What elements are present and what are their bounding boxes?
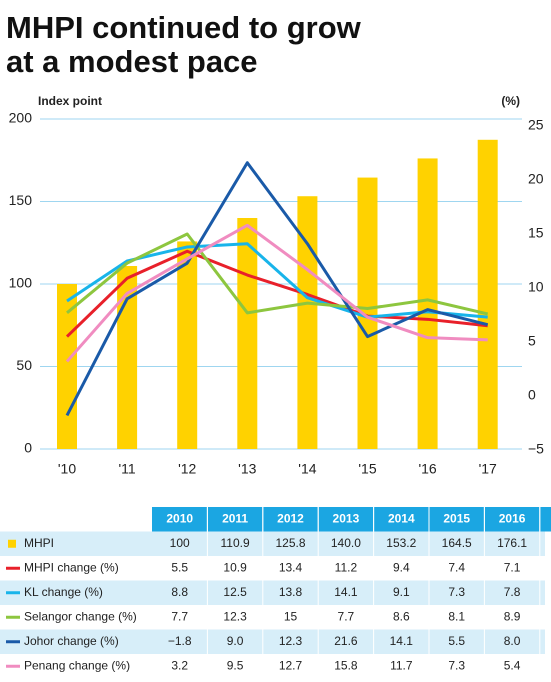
chart-title: MHPI continued to grow xyxy=(6,10,362,45)
table-header: 2015 xyxy=(443,511,470,525)
table-cell: 7.1 xyxy=(504,560,521,574)
table-cell: 110.9 xyxy=(221,536,250,550)
table-cell: 14.1 xyxy=(334,585,358,599)
x-tick-label: '16 xyxy=(418,461,436,477)
table-cell: 8.1 xyxy=(448,609,465,623)
y2-tick-label: 5 xyxy=(528,333,536,349)
bar xyxy=(297,196,318,449)
bars xyxy=(57,139,498,450)
x-tick-label: '15 xyxy=(358,461,376,477)
table-header: 2014 xyxy=(388,511,415,525)
bar xyxy=(357,177,378,449)
chart-title: at a modest pace xyxy=(6,44,258,79)
x-tick-label: '13 xyxy=(238,461,256,477)
table-cell: 15 xyxy=(284,609,298,623)
legend-label: KL change (%) xyxy=(24,585,103,599)
bar xyxy=(477,139,498,450)
table-cell: 125.8 xyxy=(275,536,305,550)
legend-label: MHPI xyxy=(24,536,54,550)
table-cell: 176.1 xyxy=(497,536,527,550)
table-cell: 21.6 xyxy=(334,634,358,648)
legend-swatch xyxy=(8,539,16,548)
y2-tick-label: 25 xyxy=(528,117,544,133)
table-cell: 13.4 xyxy=(279,560,303,574)
legend-label: MHPI change (%) xyxy=(24,560,119,574)
table-cell: 7.7 xyxy=(338,609,355,623)
table-cell: 12.7 xyxy=(279,658,303,672)
y2-axis-title: (%) xyxy=(501,94,520,108)
table-cell: 12.5 xyxy=(223,585,247,599)
table-cell: 7.8 xyxy=(504,585,521,599)
line xyxy=(65,249,488,338)
table-cell: 8.0 xyxy=(504,634,521,648)
y2-tick-label: 10 xyxy=(528,279,544,295)
x-tick-label: '10 xyxy=(58,461,76,477)
table-cell: 9.4 xyxy=(393,560,410,574)
bar xyxy=(177,241,198,449)
table-header: 2013 xyxy=(333,511,360,525)
table-cell: 5.5 xyxy=(448,634,465,648)
table-cell: 9.0 xyxy=(227,634,244,648)
y2-tick-label: 20 xyxy=(528,171,544,187)
table-cell: 8.8 xyxy=(171,585,188,599)
table-cell: 12.3 xyxy=(223,609,247,623)
y-tick-label: 200 xyxy=(9,110,33,126)
y-axis-title: Index point xyxy=(38,94,102,108)
table-cell: 9.1 xyxy=(393,585,410,599)
table-cell: 10.9 xyxy=(223,560,247,574)
table-cell: 153.2 xyxy=(386,536,416,550)
table-cell: 7.3 xyxy=(448,658,465,672)
table-cell: 3.2 xyxy=(171,658,188,672)
table-cell: 11.2 xyxy=(335,560,358,574)
table-cell: 5.4 xyxy=(504,658,521,672)
table-cell: 5.5 xyxy=(171,560,188,574)
y-tick-label: 0 xyxy=(24,440,32,456)
table-cell: 7.3 xyxy=(448,585,465,599)
table-cell: 12.3 xyxy=(279,634,303,648)
bar xyxy=(237,218,258,449)
table-cell: 7.7 xyxy=(171,609,188,623)
legend-label: Penang change (%) xyxy=(24,658,130,672)
table-cell: 100 xyxy=(170,536,190,550)
lines xyxy=(65,161,489,417)
y-tick-label: 50 xyxy=(16,357,32,373)
bar xyxy=(417,158,438,449)
x-tick-label: '17 xyxy=(479,461,497,477)
table-row-bg xyxy=(0,580,545,605)
table-cell: 15.8 xyxy=(334,658,358,672)
table: 20102011201220132014201520162017MHPI1001… xyxy=(0,507,551,679)
line xyxy=(65,223,488,363)
grid: 0 50 100 150 200 −5 0 5 10 15 20 25 '10 '11 '12 '13 '14 '… xyxy=(9,110,545,477)
line xyxy=(66,232,489,316)
table-header: 2011 xyxy=(222,511,248,525)
x-tick-label: '14 xyxy=(298,461,316,477)
table-cell: 164.5 xyxy=(442,536,472,550)
y2-tick-label: −5 xyxy=(528,441,544,457)
table-row-bg xyxy=(0,531,545,556)
line xyxy=(65,161,489,417)
legend-label: Selangor change (%) xyxy=(24,609,137,623)
table-cell: 11.7 xyxy=(390,658,413,672)
table-header: 2012 xyxy=(277,511,304,525)
y-tick-label: 100 xyxy=(9,275,33,291)
x-tick-label: '11 xyxy=(118,461,135,477)
table-cell: 7.4 xyxy=(448,560,465,574)
table-cell: 8.6 xyxy=(393,609,410,623)
table-header: 2016 xyxy=(499,511,526,525)
table-row-bg xyxy=(0,629,545,654)
table-cell: 140.0 xyxy=(331,536,361,550)
table-header: 2010 xyxy=(166,511,193,525)
y-tick-label: 150 xyxy=(9,192,33,208)
table-cell: 14.1 xyxy=(390,634,414,648)
x-tick-label: '12 xyxy=(178,461,196,477)
table-cell: −1.8 xyxy=(168,634,192,648)
table-cell: 8.9 xyxy=(504,609,521,623)
legend-label: Johor change (%) xyxy=(24,634,119,648)
y2-tick-label: 15 xyxy=(528,225,544,241)
y2-tick-label: 0 xyxy=(528,387,536,403)
table-cell: 13.8 xyxy=(279,585,303,599)
table-cell: 9.5 xyxy=(227,658,244,672)
